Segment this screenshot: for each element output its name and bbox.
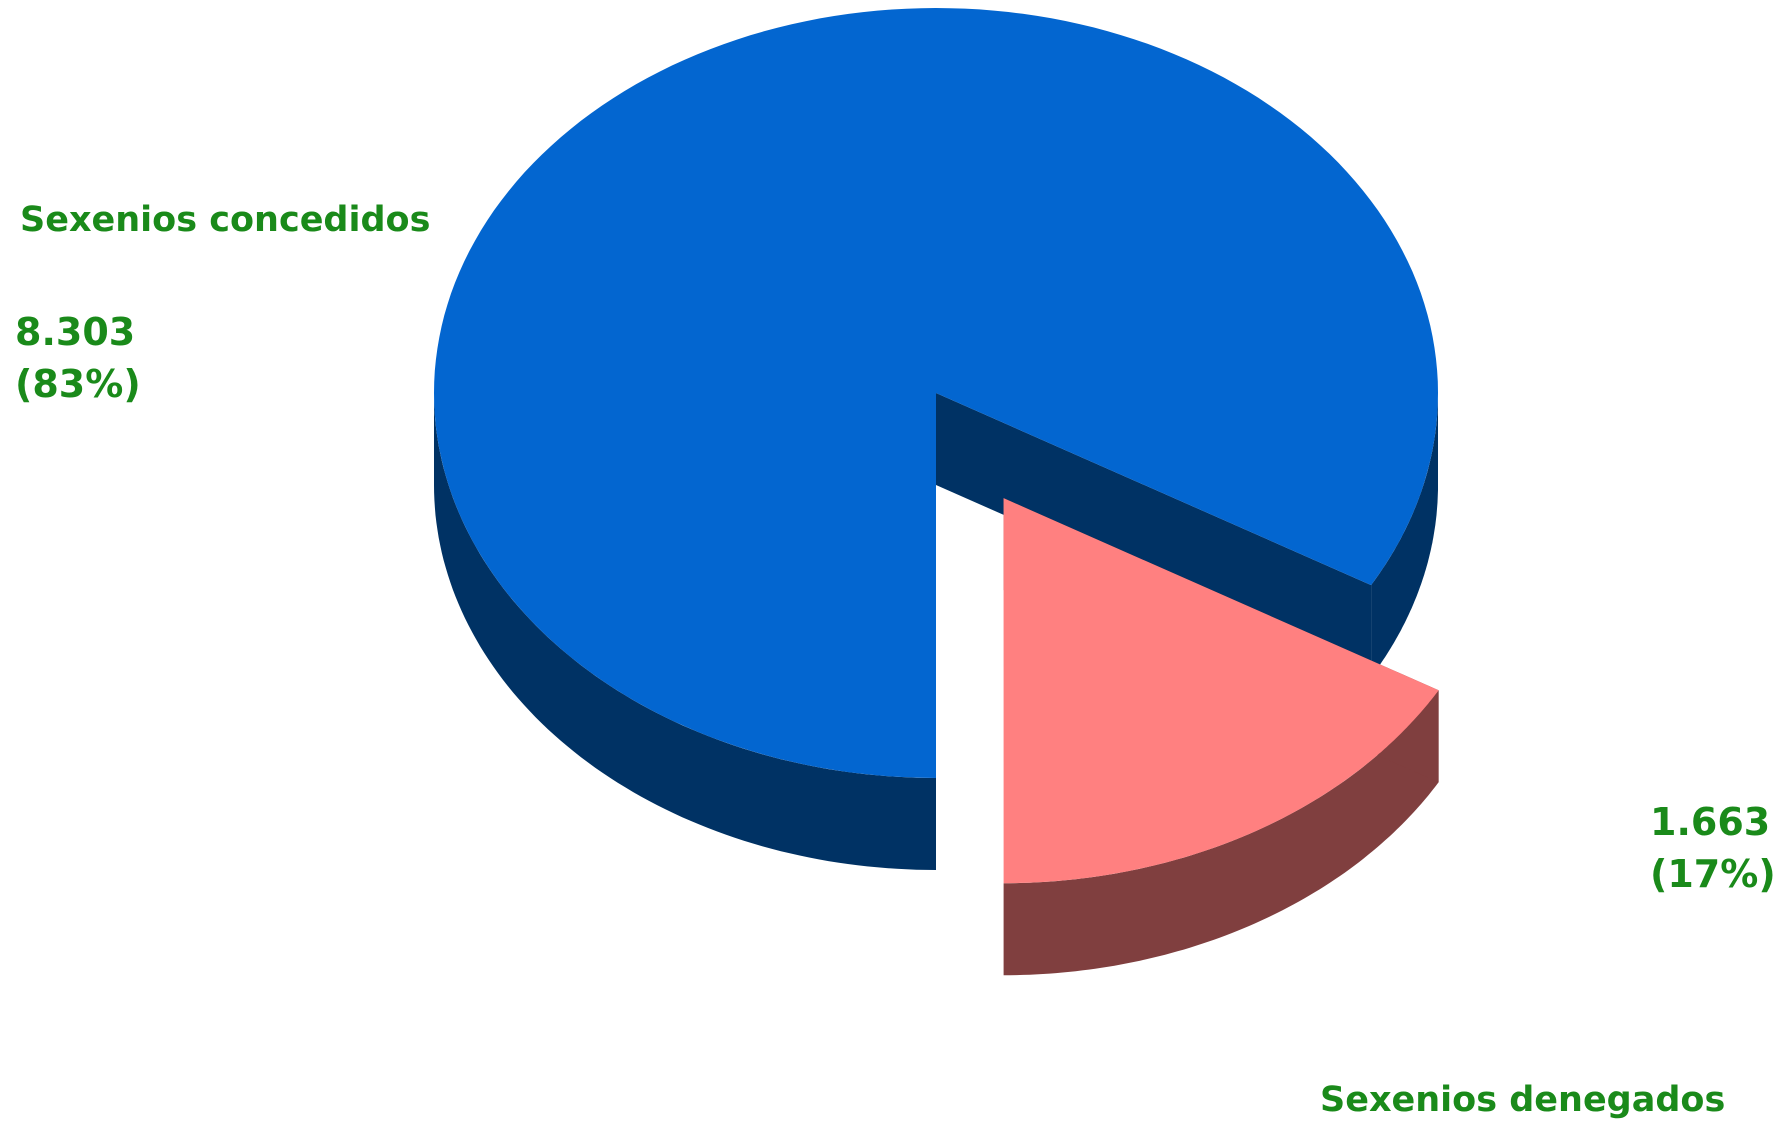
label-concedidos-value: 8.303 (15, 310, 135, 354)
label-concedidos-name: Sexenios concedidos (20, 200, 430, 240)
label-concedidos-percent: (83%) (15, 362, 141, 406)
label-denegados-value: 1.663 (1650, 800, 1770, 844)
label-denegados-percent: (17%) (1650, 852, 1773, 896)
label-denegados-name: Sexenios denegados (1320, 1080, 1725, 1120)
